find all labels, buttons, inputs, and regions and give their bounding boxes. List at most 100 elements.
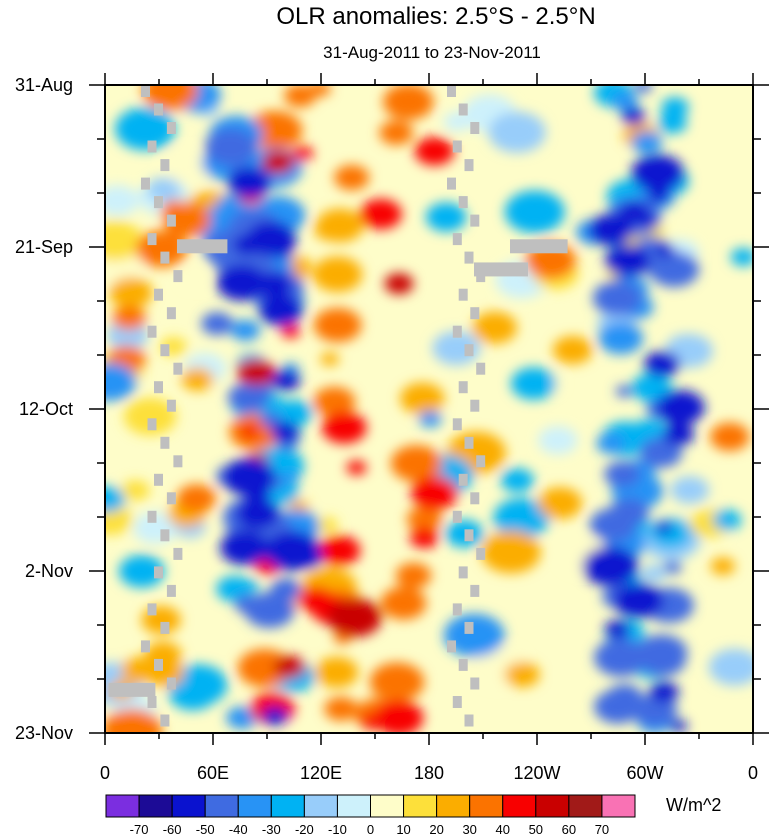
anomaly-cell bbox=[284, 85, 316, 108]
missing-data-cell bbox=[147, 233, 157, 246]
anomaly-cell bbox=[604, 244, 651, 277]
y-tick-label: 23-Nov bbox=[15, 723, 73, 743]
missing-data-cell bbox=[447, 85, 456, 97]
colorbar-label: 70 bbox=[595, 822, 609, 834]
x-tick-label: 120E bbox=[300, 763, 342, 783]
anomaly-cell bbox=[315, 517, 338, 533]
anomaly-cell bbox=[383, 85, 434, 120]
anomaly-cell bbox=[222, 458, 276, 497]
anomaly-cell bbox=[395, 562, 432, 589]
anomaly-cell bbox=[414, 137, 455, 166]
anomaly-cell bbox=[275, 399, 313, 427]
missing-data-cell bbox=[154, 103, 163, 116]
chart-title: OLR anomalies: 2.5°S - 2.5°N bbox=[276, 3, 595, 30]
anomaly-cell bbox=[262, 706, 288, 726]
anomaly-cell bbox=[604, 620, 631, 639]
anomaly-cell bbox=[631, 373, 672, 402]
missing-data-cell bbox=[173, 455, 183, 468]
anomaly-cell bbox=[321, 411, 367, 444]
anomaly-cell bbox=[346, 460, 367, 475]
anomaly-cell bbox=[400, 382, 445, 415]
missing-data-cell bbox=[452, 233, 462, 246]
missing-data-cell bbox=[470, 399, 480, 412]
missing-data-cell bbox=[173, 547, 183, 560]
anomaly-cell bbox=[472, 311, 517, 344]
anomaly-cell bbox=[611, 92, 639, 112]
anomaly-cell bbox=[259, 412, 281, 428]
anomaly-cell bbox=[670, 476, 709, 504]
anomaly-cell bbox=[379, 120, 414, 145]
anomaly-cell bbox=[445, 519, 484, 548]
colorbar-label: 20 bbox=[429, 822, 443, 834]
anomaly-cell bbox=[621, 108, 646, 126]
anomaly-cell bbox=[317, 535, 361, 566]
anomaly-cell bbox=[164, 151, 212, 185]
anomaly-cell bbox=[380, 586, 427, 620]
heatmap-field bbox=[105, 85, 753, 733]
missing-data-cell bbox=[476, 362, 486, 375]
anomaly-cell bbox=[500, 468, 534, 493]
missing-data-cell bbox=[160, 529, 170, 542]
anomaly-cell bbox=[315, 656, 359, 688]
missing-data-cell bbox=[154, 288, 163, 301]
anomaly-cell bbox=[409, 527, 439, 548]
anomaly-cell bbox=[105, 486, 125, 513]
missing-data-cell bbox=[160, 714, 170, 727]
anomaly-cell bbox=[504, 661, 540, 688]
anomaly-cell bbox=[105, 185, 139, 216]
y-axis: 31-Aug 21-Sep 12-Oct 2-Nov 23-Nov bbox=[15, 75, 769, 743]
x-tick-label: 60E bbox=[197, 763, 229, 783]
missing-data-cell bbox=[464, 529, 474, 542]
missing-data-cell bbox=[166, 677, 176, 690]
missing-data-cell bbox=[154, 196, 163, 209]
anomaly-cell bbox=[271, 370, 301, 391]
missing-data-cell bbox=[141, 85, 150, 97]
anomaly-cell bbox=[281, 324, 301, 339]
missing-data-cell bbox=[166, 214, 176, 227]
anomaly-cell bbox=[236, 358, 274, 386]
colorbar-swatch bbox=[568, 794, 603, 818]
colorbar-units: W/m^2 bbox=[666, 795, 721, 815]
missing-data-cell bbox=[458, 473, 468, 486]
anomaly-cell bbox=[359, 198, 402, 230]
anomaly-cell bbox=[204, 128, 257, 166]
anomaly-cell bbox=[432, 331, 481, 366]
missing-data-cell bbox=[160, 621, 170, 634]
anomaly-cell bbox=[374, 700, 424, 733]
anomaly-cell bbox=[481, 530, 541, 574]
colorbar-label: 60 bbox=[562, 822, 576, 834]
missing-data-cell bbox=[458, 658, 468, 671]
missing-data-block bbox=[474, 262, 528, 277]
anomaly-cell bbox=[631, 154, 684, 192]
anomaly-cell bbox=[241, 424, 259, 438]
y-tick-label: 31-Aug bbox=[15, 75, 73, 95]
missing-data-cell bbox=[154, 473, 163, 486]
anomaly-cell bbox=[604, 461, 641, 488]
missing-data-cell bbox=[470, 492, 480, 505]
anomaly-cell bbox=[638, 642, 686, 677]
colorbar-label: -40 bbox=[229, 822, 248, 834]
anomaly-cell bbox=[670, 719, 688, 733]
missing-data-cell bbox=[470, 214, 480, 227]
anomaly-cell bbox=[710, 422, 750, 451]
y-tick-label: 21-Sep bbox=[15, 237, 73, 257]
missing-data-cell bbox=[458, 566, 468, 579]
anomaly-cell bbox=[608, 498, 649, 527]
anomaly-cell bbox=[613, 582, 664, 619]
anomaly-cell bbox=[121, 480, 150, 501]
anomaly-cell bbox=[488, 111, 546, 153]
colorbar-label: -30 bbox=[262, 822, 281, 834]
x-tick-label: 120W bbox=[513, 763, 560, 783]
missing-data-cell bbox=[476, 547, 486, 560]
anomaly-cell bbox=[504, 190, 565, 234]
anomaly-cell bbox=[237, 649, 292, 688]
anomaly-cell bbox=[649, 681, 679, 703]
missing-data-cell bbox=[166, 584, 176, 597]
colorbar-swatch bbox=[436, 794, 471, 818]
anomaly-cell bbox=[201, 312, 234, 336]
anomaly-cell bbox=[264, 530, 321, 571]
anomaly-cell bbox=[655, 521, 673, 534]
anomaly-cell bbox=[261, 150, 295, 174]
anomaly-cell bbox=[443, 112, 471, 132]
colorbar-swatch bbox=[336, 794, 372, 818]
